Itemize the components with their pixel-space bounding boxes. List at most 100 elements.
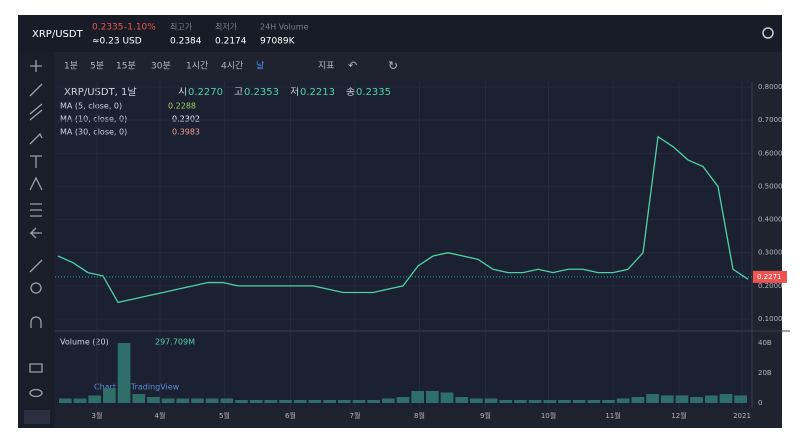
volume-bar <box>690 397 703 403</box>
ma-name: MA (30, close, 0) <box>60 128 127 137</box>
ohlc-value: 0.2353 <box>244 87 279 98</box>
volume-bar <box>616 398 630 403</box>
volume-bar <box>470 398 483 403</box>
x-tick-label: 4월 <box>155 411 166 420</box>
volume-bar <box>88 395 102 403</box>
y-tick-label: 0.7000 <box>758 116 783 124</box>
fib-tool[interactable] <box>29 103 43 121</box>
collapse-button[interactable] <box>24 410 50 424</box>
x-tick-label: 11월 <box>605 411 620 420</box>
undo[interactable]: ↶ <box>348 59 357 72</box>
volume-name: Volume (20) <box>60 338 109 347</box>
ohlc-label: 종 <box>346 86 355 98</box>
volume-bar <box>191 398 204 403</box>
volume-bar <box>235 400 248 403</box>
interval[interactable]: 1분 <box>64 61 78 72</box>
volume-bar <box>675 395 689 403</box>
back-tool[interactable] <box>29 227 42 239</box>
lock-tool[interactable] <box>29 363 43 373</box>
x-tick-label: 9월 <box>480 411 491 420</box>
interval[interactable]: 4시간 <box>221 61 243 72</box>
watermark: Chart by TradingView <box>94 383 180 392</box>
volume-bar <box>646 394 659 403</box>
eye-tool[interactable] <box>29 388 43 398</box>
predict-tool[interactable] <box>30 203 42 217</box>
indicators[interactable]: 지표 <box>318 61 335 72</box>
ma-value: 0.2302 <box>172 115 200 124</box>
volume-bar <box>558 400 571 403</box>
volume-bar <box>484 398 498 403</box>
volume-bar <box>249 400 263 403</box>
usd: ≈0.23 USD <box>92 37 142 47</box>
settings-icon[interactable] <box>762 27 774 39</box>
volume-bar <box>147 397 160 403</box>
ohlc-value: 0.2270 <box>188 87 223 98</box>
volume-bar <box>704 395 718 403</box>
volume-bar <box>161 398 175 403</box>
x-tick-label: 7월 <box>350 411 361 420</box>
y-tick-label: 0.2000 <box>758 282 783 290</box>
volume-bar <box>528 400 542 403</box>
interval[interactable]: 5분 <box>90 61 104 72</box>
vol-tick-label: 20B <box>758 369 772 377</box>
x-tick-label: 8월 <box>414 411 425 420</box>
volume-bar <box>396 397 410 403</box>
y-tick-label: 0.4000 <box>758 216 783 224</box>
volume-bar <box>411 391 425 403</box>
brush-tool[interactable] <box>29 132 43 145</box>
volume-bar <box>308 400 322 403</box>
volume-bar <box>264 400 278 403</box>
y-tick-label: 0.8000 <box>758 83 783 91</box>
reset[interactable]: ↻ <box>388 59 398 73</box>
line-tool[interactable] <box>29 83 43 97</box>
volume-bar <box>59 398 72 403</box>
header-bar <box>18 15 782 52</box>
volume-bar <box>117 343 131 403</box>
volume-bar <box>719 394 733 403</box>
vol-tick-label: 40B <box>758 339 772 347</box>
zoom-tool[interactable] <box>30 282 42 294</box>
y-tick-label: 0.6000 <box>758 149 783 157</box>
y-tick-label: 0.1000 <box>758 315 783 323</box>
stat-label: 24H Volume <box>260 23 309 32</box>
volume-bar <box>176 398 190 403</box>
legend-symbol: XRP/USDT, 1날 <box>64 86 137 98</box>
stat-value: 0.2174 <box>215 37 247 47</box>
interval[interactable]: 1시간 <box>186 61 208 72</box>
stat-label: 최고가 <box>170 22 193 32</box>
interval[interactable]: 30분 <box>151 61 171 72</box>
cross-tool[interactable] <box>30 60 42 72</box>
volume-bar <box>602 400 615 403</box>
volume-bar <box>132 394 146 403</box>
x-tick-label: 2021 <box>733 412 751 420</box>
interval[interactable]: 날 <box>256 61 264 72</box>
vol-tick-label: 0 <box>758 399 762 407</box>
ruler-tool[interactable] <box>29 259 43 273</box>
volume-bar <box>572 400 586 403</box>
volume-bar <box>103 388 116 403</box>
ohlc-label: 저 <box>290 86 299 98</box>
x-tick-label: 10월 <box>541 411 556 420</box>
volume-bar <box>220 398 234 403</box>
tool-icons <box>29 60 43 398</box>
ohlc-value: 0.2213 <box>300 87 335 98</box>
volume-bar <box>323 400 336 403</box>
last-price-box <box>753 270 787 283</box>
x-tick-label: 5월 <box>219 411 230 420</box>
volume-bar <box>631 397 645 403</box>
volume-bar <box>337 400 351 403</box>
ohlc-label: 시 <box>178 86 187 98</box>
volume-bar <box>205 398 219 403</box>
interval[interactable]: 15분 <box>116 61 136 72</box>
ma-value: 0.2288 <box>168 102 196 111</box>
text-tool[interactable] <box>30 155 42 168</box>
x-tick-label: 3월 <box>92 411 103 420</box>
plot-bg <box>55 82 752 408</box>
symbol: XRP/USDT <box>32 29 84 40</box>
volume-bar <box>587 400 601 403</box>
volume-bar <box>543 400 557 403</box>
pattern-tool[interactable] <box>29 176 43 191</box>
volume-bar <box>367 400 380 403</box>
magnet-tool[interactable] <box>30 316 42 328</box>
